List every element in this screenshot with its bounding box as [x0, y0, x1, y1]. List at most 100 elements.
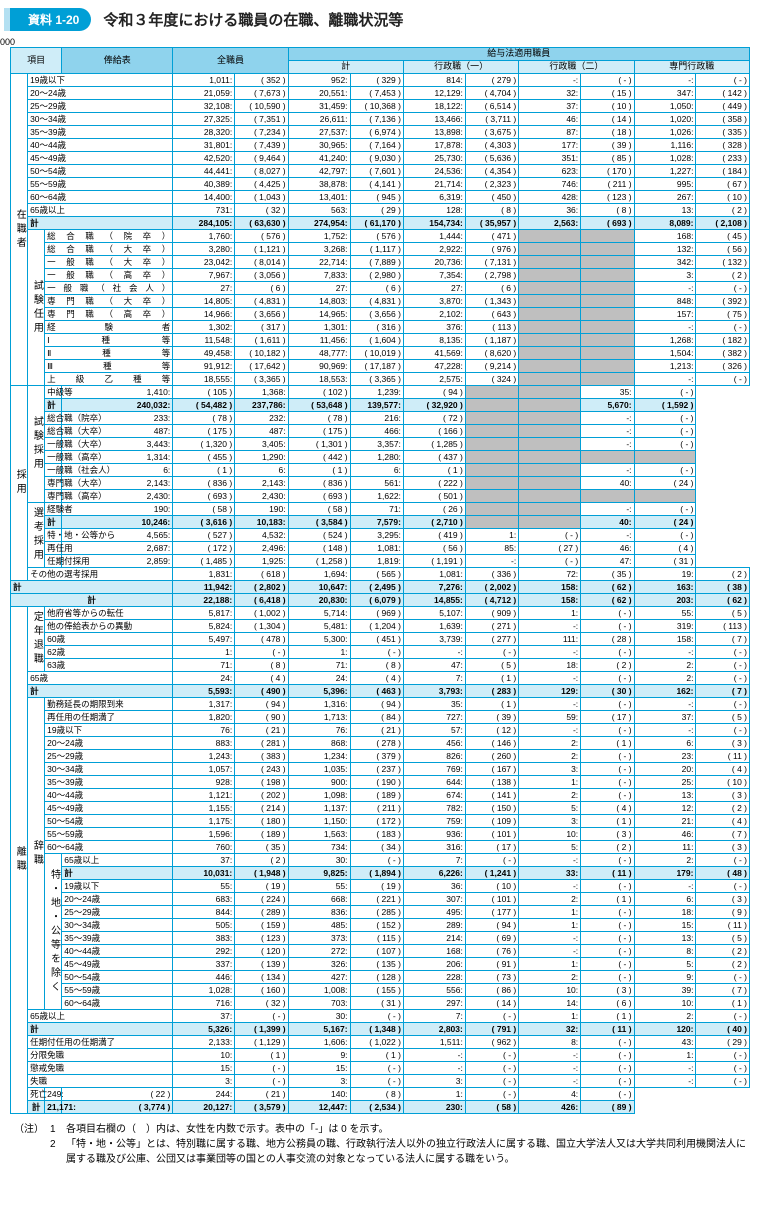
num-cell: 190:	[235, 503, 288, 516]
num-cell: 157:	[634, 308, 696, 321]
num-cell: 31,459:	[288, 100, 350, 113]
num-cell: 13,898:	[403, 126, 465, 139]
num-cell: 71:	[173, 659, 235, 672]
num-cell: ( 1,022 )	[350, 1036, 403, 1049]
num-cell: 228:	[403, 971, 465, 984]
num-cell: ( 123 )	[581, 191, 634, 204]
num-cell: ( 1 )	[581, 1010, 634, 1023]
num-cell: ( 32,920 )	[403, 399, 465, 412]
num-cell: ( 67 )	[696, 178, 750, 191]
num-cell: ( 48 )	[696, 867, 750, 880]
num-cell: ( 7,673 )	[235, 87, 288, 100]
num-cell: ( - )	[581, 750, 634, 763]
num-cell	[519, 230, 581, 243]
num-cell: 3,405:	[235, 438, 288, 451]
num-cell: 2,687:	[62, 542, 173, 555]
num-cell: ( 32 )	[235, 204, 288, 217]
num-cell: ( 3,656 )	[350, 308, 403, 321]
num-cell: 1,819:	[350, 555, 403, 568]
num-cell: ( 40 )	[696, 1023, 750, 1036]
num-cell: 883:	[173, 737, 235, 750]
num-cell: 7:	[403, 1010, 465, 1023]
num-cell: ( 1,343 )	[465, 295, 518, 308]
num-cell	[519, 451, 581, 464]
num-cell: ( 1 )	[403, 464, 465, 477]
num-cell: ( - )	[581, 1088, 634, 1101]
num-cell: 1,504:	[634, 347, 696, 360]
num-cell: ( - )	[581, 971, 634, 984]
row-label: 総合職（大卒）	[45, 243, 173, 256]
num-cell: 703:	[288, 997, 350, 1010]
num-cell: 18,122:	[403, 100, 465, 113]
row-label: 中級等	[45, 386, 62, 399]
num-cell	[581, 308, 634, 321]
num-cell: ( 3,056 )	[235, 269, 288, 282]
num-cell: 21:	[634, 815, 696, 828]
num-cell: 351:	[519, 152, 581, 165]
num-cell: 10,183:	[235, 516, 288, 529]
num-cell: 35:	[403, 698, 465, 711]
num-cell: 9:	[634, 971, 696, 984]
num-cell: ( - )	[696, 1010, 750, 1023]
num-cell: 13:	[634, 932, 696, 945]
num-cell: 267:	[634, 191, 696, 204]
num-cell: ( 565 )	[350, 568, 403, 581]
num-cell: ( 8 )	[581, 204, 634, 217]
num-cell: ( 1,129 )	[235, 1036, 288, 1049]
row-label: 懲戒免職	[28, 1062, 173, 1075]
num-cell: 46:	[634, 828, 696, 841]
num-cell: 21,059:	[173, 87, 235, 100]
num-cell: ( 17 )	[465, 841, 518, 854]
num-cell: ( 6 )	[350, 282, 403, 295]
num-cell: ( 8 )	[350, 659, 403, 672]
num-cell: 3:	[519, 815, 581, 828]
num-cell: ( 146 )	[465, 737, 518, 750]
num-cell: ( 8,014 )	[235, 256, 288, 269]
num-cell: ( 31 )	[634, 555, 696, 568]
num-cell: 5:	[519, 841, 581, 854]
row-label: 任期付任用の任期満了	[28, 1036, 173, 1049]
section-label: 在職者	[11, 74, 28, 386]
num-cell: -:	[519, 724, 581, 737]
num-cell: 91,912:	[173, 360, 235, 373]
num-cell: 76:	[288, 724, 350, 737]
num-cell: ( 8 )	[350, 1088, 403, 1101]
num-cell: ( 2,802 )	[235, 581, 288, 594]
num-cell: 2,803:	[403, 1023, 465, 1036]
num-cell: 734:	[288, 841, 350, 854]
num-cell: 179:	[634, 867, 696, 880]
num-cell: ( 61,170 )	[350, 217, 403, 230]
num-cell: ( - )	[696, 672, 750, 685]
row-label: 総合職（院卒）	[45, 230, 173, 243]
num-cell: ( 437 )	[403, 451, 465, 464]
num-cell: ( 5 )	[696, 932, 750, 945]
num-cell: 36:	[519, 204, 581, 217]
num-cell: ( - )	[696, 646, 750, 659]
num-cell: ( 7,889 )	[350, 256, 403, 269]
num-cell: ( 4,354 )	[465, 165, 518, 178]
num-cell: 23,042:	[173, 256, 235, 269]
num-cell: ( 56 )	[696, 243, 750, 256]
num-cell: 7,276:	[403, 581, 465, 594]
row-label: 専門職（大卒）	[45, 477, 62, 490]
num-cell	[581, 295, 634, 308]
num-cell: 5,714:	[288, 607, 350, 620]
num-cell: 5:	[634, 958, 696, 971]
num-cell: 12:	[634, 802, 696, 815]
num-cell: 111:	[519, 633, 581, 646]
num-cell: 7,579:	[350, 516, 403, 529]
num-cell: 15:	[173, 1062, 235, 1075]
row-label: 他府省等からの転任	[45, 607, 173, 620]
num-cell: ( 6,079 )	[350, 594, 403, 607]
num-cell: ( 132 )	[696, 256, 750, 269]
num-cell: 216:	[350, 412, 403, 425]
num-cell: ( - )	[581, 1062, 634, 1075]
num-cell: ( 2 )	[696, 945, 750, 958]
num-cell: 5,396:	[288, 685, 350, 698]
num-cell: 495:	[403, 906, 465, 919]
num-cell: ( 1 )	[465, 698, 518, 711]
num-cell: 556:	[403, 984, 465, 997]
num-cell: ( - )	[235, 1010, 288, 1023]
num-cell: 10:	[519, 828, 581, 841]
num-cell: ( 3 )	[696, 841, 750, 854]
